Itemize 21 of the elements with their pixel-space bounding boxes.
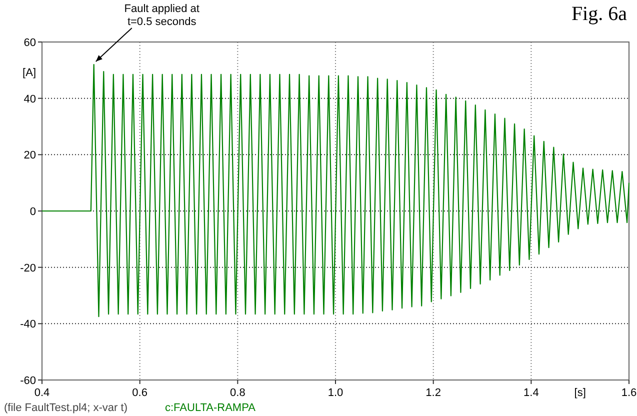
x-tick-label: 1.0 (328, 387, 344, 399)
x-tick-label: 0.8 (230, 387, 246, 399)
text: c:FAULTA-RAMPA (165, 402, 256, 414)
y-tick-label: 0 (30, 206, 36, 218)
x-tick-label: 0.4 (34, 387, 50, 399)
y-tick-label: 40 (24, 93, 36, 106)
y-tick-label: 60 (24, 37, 36, 49)
chart-title: Fig. 6a (571, 3, 628, 25)
y-tick-label: -40 (20, 318, 36, 331)
y-tick-label: -60 (20, 375, 36, 387)
x-axis-title: [s] (574, 387, 586, 399)
y-tick-label: 20 (24, 150, 36, 162)
y-axis-title: [A] (22, 67, 36, 79)
x-tick-label: 1.6 (621, 387, 637, 399)
x-tick-label: 0.6 (132, 387, 148, 399)
line-series (41, 64, 630, 318)
x-tick-label: 1.4 (524, 387, 539, 399)
x-tick-label: 1.2 (426, 387, 441, 399)
annotation: Fault applied at t=0.5 seconds (124, 3, 200, 28)
y-tick-label: -20 (20, 262, 36, 274)
text: (file FaultTest.pl4; x-var t) (4, 402, 128, 414)
